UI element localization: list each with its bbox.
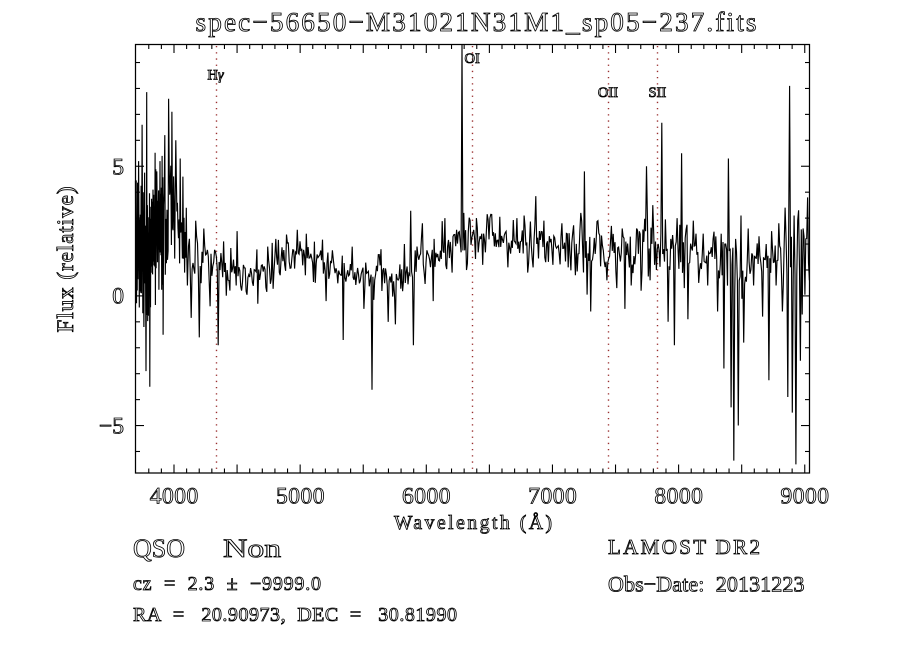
svg-text:7000: 7000	[528, 483, 577, 509]
svg-text:Wavelength (Å): Wavelength (Å)	[394, 513, 552, 534]
svg-text:9000: 9000	[781, 483, 830, 509]
svg-text:OII: OII	[598, 85, 618, 101]
svg-text:Non: Non	[223, 534, 281, 563]
svg-text:spec−56650−M31021N31M1_sp05−23: spec−56650−M31021N31M1_sp05−237.fits	[196, 7, 757, 37]
svg-text:8000: 8000	[654, 483, 703, 509]
svg-text:5: 5	[112, 154, 124, 180]
svg-text:Hγ: Hγ	[207, 68, 224, 84]
svg-text:cz = 2.3 ± −9999.0: cz = 2.3 ± −9999.0	[133, 573, 321, 595]
svg-text:SII: SII	[649, 85, 667, 101]
svg-text:4000: 4000	[150, 483, 199, 509]
svg-text:Obs−Date: 20131223: Obs−Date: 20131223	[608, 572, 805, 597]
svg-text:6000: 6000	[402, 483, 451, 509]
svg-text:OI: OI	[465, 51, 480, 67]
svg-text:5000: 5000	[276, 483, 325, 509]
svg-text:LAMOST DR2: LAMOST DR2	[608, 535, 760, 559]
svg-text:−5: −5	[99, 414, 124, 440]
svg-text:0: 0	[112, 284, 124, 310]
svg-text:QSO: QSO	[133, 534, 185, 563]
svg-text:RA = 20.90973, DEC = 30: RA = 20.90973, DEC = 30.81990	[133, 604, 457, 626]
svg-text:Flux (relative): Flux (relative)	[53, 187, 78, 333]
